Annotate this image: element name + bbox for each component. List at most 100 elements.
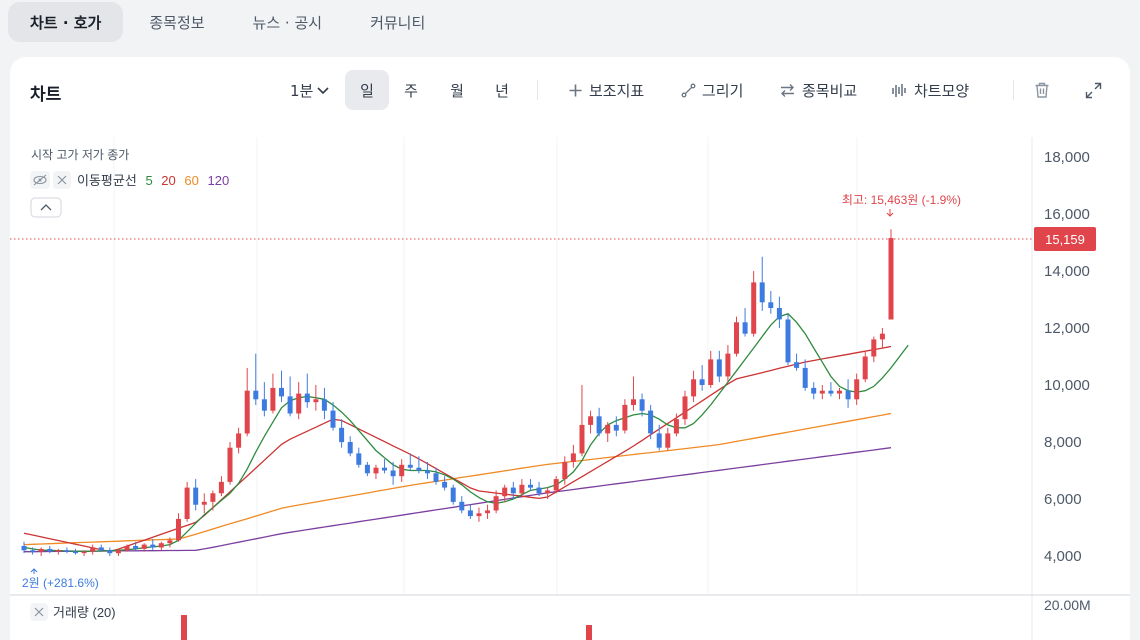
fullscreen-button[interactable]	[1085, 70, 1102, 110]
candle-body	[407, 464, 413, 468]
close-icon	[57, 175, 67, 185]
price-axis-tick: 12,000	[1044, 320, 1090, 337]
candle-body	[38, 548, 44, 552]
close-icon	[34, 607, 44, 617]
candle-body	[313, 399, 319, 403]
candle-body	[759, 282, 765, 303]
ma60-line	[23, 412, 892, 546]
ma5-line	[23, 313, 909, 553]
candle-body	[828, 390, 834, 394]
candle-body	[691, 379, 697, 397]
candle-body	[373, 467, 379, 474]
ma-remove-button[interactable]	[53, 171, 71, 189]
candle-body	[742, 322, 748, 334]
candle-body	[768, 302, 774, 308]
price-axis-tick: 14,000	[1044, 263, 1090, 280]
candle-body	[321, 399, 327, 411]
interval-dropdown[interactable]: 1분	[290, 70, 330, 110]
period-week-button[interactable]: 주	[404, 81, 418, 100]
interval-label: 1분	[290, 81, 314, 100]
candlestick-chart[interactable]: 18,000 16,000 14,000 12,000 10,000 8,000 6,000…	[10, 57, 1130, 640]
chart-card-title: 차트	[30, 85, 62, 105]
candlestick-icon	[892, 83, 906, 97]
candle-body	[115, 550, 121, 554]
delete-button[interactable]	[1033, 70, 1051, 110]
candle-body	[785, 319, 791, 363]
ma-visibility-toggle[interactable]	[30, 171, 50, 189]
draw-button[interactable]: 그리기	[681, 70, 743, 110]
candle-body	[184, 487, 190, 519]
chevron-up-icon	[40, 204, 52, 211]
top-tab-bar: 차트 · 호가 종목정보 뉴스 · 공시 커뮤니티	[8, 2, 451, 42]
price-axis-tick: 4,000	[1044, 548, 1082, 565]
tab-chart-orderbook[interactable]: 차트 · 호가	[8, 2, 124, 42]
candle-body	[55, 550, 61, 552]
candle-body	[64, 550, 70, 552]
candle-body	[519, 484, 525, 494]
chart-gridlines	[113, 137, 858, 595]
legend-collapse-button[interactable]	[30, 197, 62, 218]
candle-body	[605, 424, 611, 434]
candle-body	[30, 550, 36, 552]
compare-button[interactable]: 종목비교	[779, 70, 857, 110]
price-axis-tick: 6,000	[1044, 491, 1082, 508]
volume-remove-button[interactable]	[30, 603, 48, 621]
ma20-line	[23, 345, 892, 553]
candle-body	[364, 464, 370, 474]
candle-body	[98, 547, 104, 551]
candle-body	[613, 424, 619, 431]
candle-body	[879, 333, 885, 340]
candle-body	[545, 490, 551, 494]
tab-news-disclosure[interactable]: 뉴스 · 공시	[252, 13, 323, 32]
candle-body	[167, 540, 173, 544]
candle-body	[399, 464, 405, 477]
price-axis: 18,000 16,000 14,000 12,000 10,000 8,000 6,000…	[1044, 149, 1090, 565]
candle-body	[528, 484, 533, 488]
current-price-badge	[1034, 227, 1096, 251]
candle-body	[862, 356, 868, 380]
trash-icon	[1035, 82, 1049, 98]
candle-body	[382, 467, 387, 471]
svg-text:이동평균선 5 20 6: 이동평균선 5 20 60 120	[77, 173, 229, 188]
period-day-button[interactable]: 일	[345, 70, 389, 110]
draw-label: 그리기	[702, 81, 744, 100]
candle-body	[734, 322, 739, 354]
candle-body	[193, 487, 199, 505]
candle-body	[459, 501, 465, 511]
candle-body	[579, 424, 585, 454]
volume-legend: 거래량 (20)	[53, 605, 116, 620]
candle-body	[73, 551, 78, 554]
candle-body	[347, 442, 353, 454]
candle-body	[776, 308, 782, 320]
candle-body	[725, 353, 731, 377]
candle-body	[656, 433, 662, 448]
tab-stock-info[interactable]: 종목정보	[149, 13, 205, 32]
ma-legend-120: 120	[207, 173, 229, 188]
candle-body	[570, 453, 576, 462]
candle-body	[510, 487, 516, 494]
candle-body	[837, 390, 842, 394]
candle-body	[485, 510, 490, 514]
price-axis-tick: 16,000	[1044, 206, 1090, 223]
period-month-button[interactable]: 월	[450, 81, 464, 100]
indicator-button[interactable]: 보조지표	[568, 70, 644, 110]
candle-body	[158, 543, 164, 548]
candle-body	[467, 510, 473, 517]
moving-average-lines	[23, 313, 909, 553]
period-year-button[interactable]: 년	[495, 81, 509, 100]
candle-body	[47, 548, 53, 552]
candle-body	[425, 470, 430, 474]
ma-legend-5: 5	[145, 173, 152, 188]
candle-body	[819, 390, 825, 394]
tab-community[interactable]: 커뮤니티	[370, 13, 426, 32]
eye-off-icon	[33, 174, 47, 186]
ma-legend-label: 이동평균선	[77, 173, 137, 188]
candle-body	[871, 339, 877, 357]
ma-legend-60: 60	[184, 173, 198, 188]
candle-body	[390, 470, 396, 477]
candle-body	[716, 359, 722, 377]
chart-type-button[interactable]: 차트모양	[891, 70, 969, 110]
price-axis-tick: 18,000	[1044, 149, 1090, 166]
candle-body	[442, 481, 448, 488]
ma-legend-20: 20	[161, 173, 175, 188]
